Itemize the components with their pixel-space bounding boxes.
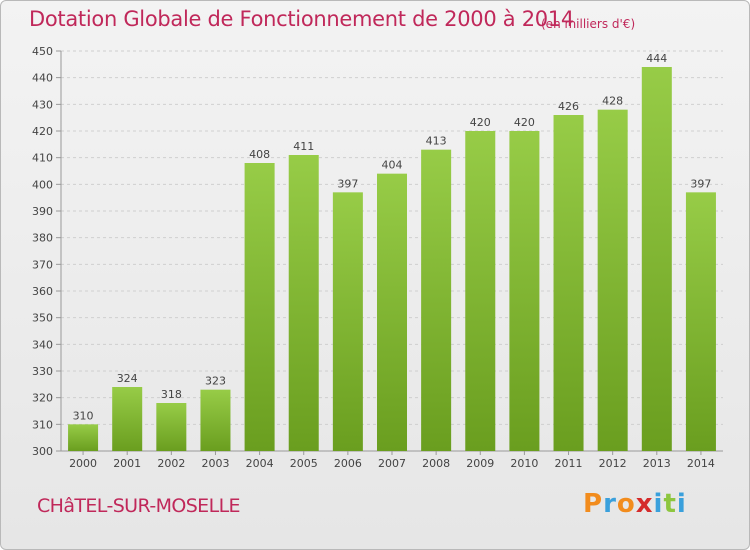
unit-note: (en milliers d'€) [541, 17, 636, 31]
x-tick-label: 2009 [466, 457, 494, 470]
bar [288, 155, 319, 451]
y-tick-label: 320 [32, 392, 53, 405]
y-tick-label: 340 [32, 338, 53, 351]
x-tick-label: 2005 [290, 457, 318, 470]
y-tick-label: 310 [32, 418, 53, 431]
y-tick-label: 380 [32, 232, 53, 245]
y-tick-label: 390 [32, 205, 53, 218]
data-label: 397 [690, 177, 711, 190]
x-tick-label: 2010 [510, 457, 538, 470]
logo-letter: x [635, 489, 654, 519]
x-tick-label: 2012 [599, 457, 627, 470]
bar [465, 131, 496, 451]
bar [597, 109, 628, 452]
x-tick-label: 2003 [201, 457, 229, 470]
y-tick-label: 410 [32, 152, 53, 165]
x-tick-label: 2011 [555, 457, 583, 470]
bar [376, 173, 408, 451]
data-label: 444 [646, 52, 667, 65]
x-tick-label: 2006 [334, 457, 362, 470]
y-tick-label: 440 [32, 72, 53, 85]
bar [332, 192, 363, 452]
y-tick-label: 370 [32, 258, 53, 271]
x-tick-label: 2001 [113, 457, 141, 470]
data-label: 404 [382, 159, 403, 172]
proxiti-logo[interactable]: Proxiti [583, 489, 687, 519]
data-label: 411 [293, 140, 314, 153]
bar [156, 403, 187, 451]
data-label: 420 [514, 116, 535, 129]
logo-letter: r [603, 489, 617, 519]
y-tick-label: 360 [32, 285, 53, 298]
bars [68, 67, 716, 452]
x-tick-label: 2008 [422, 457, 450, 470]
logo-letter: i [653, 489, 664, 519]
bar [509, 131, 540, 451]
y-tick-label: 350 [32, 312, 53, 325]
data-label: 324 [117, 372, 138, 385]
data-label: 413 [426, 135, 447, 148]
data-label: 428 [602, 95, 623, 108]
location-name: CHâTEL-SUR-MOSELLE [37, 495, 241, 517]
bar [112, 387, 143, 451]
bar [553, 115, 584, 451]
x-tick-label: 2007 [378, 457, 406, 470]
x-tick-label: 2014 [687, 457, 715, 470]
y-tick-label: 300 [32, 445, 53, 458]
data-label: 323 [205, 375, 226, 388]
y-tick-label: 430 [32, 98, 53, 111]
chart-title: Dotation Globale de Fonctionnement de 20… [29, 7, 574, 31]
logo-letter: o [616, 489, 636, 519]
x-tick-label: 2002 [157, 457, 185, 470]
y-tick-label: 450 [32, 45, 53, 58]
y-tick-label: 400 [32, 178, 53, 191]
y-tick-label: 420 [32, 125, 53, 138]
data-labels: 310 324 318 323 408 411 397 404 413 420 420 426 428 4… [73, 52, 712, 422]
x-tick-label: 2004 [246, 457, 274, 470]
logo-letter: i [676, 489, 687, 519]
logo-letter: t [663, 489, 677, 519]
data-label: 408 [249, 148, 270, 161]
data-label: 318 [161, 388, 182, 401]
bar [685, 192, 716, 452]
bar [244, 163, 275, 451]
bar [641, 67, 672, 451]
y-tick-label: 330 [32, 365, 53, 378]
data-label: 426 [558, 100, 579, 113]
x-tick-label: 2000 [69, 457, 97, 470]
data-label: 420 [470, 116, 491, 129]
x-tick-label: 2013 [643, 457, 671, 470]
data-label: 397 [337, 177, 358, 190]
bar [68, 424, 99, 451]
bar [421, 149, 452, 451]
data-label: 310 [73, 409, 94, 422]
x-axis: 2000 2001 2002 2003 2004 2005 2006 2007 2008 2009… [69, 451, 715, 470]
bar [200, 389, 231, 451]
logo-letter: P [583, 489, 604, 519]
